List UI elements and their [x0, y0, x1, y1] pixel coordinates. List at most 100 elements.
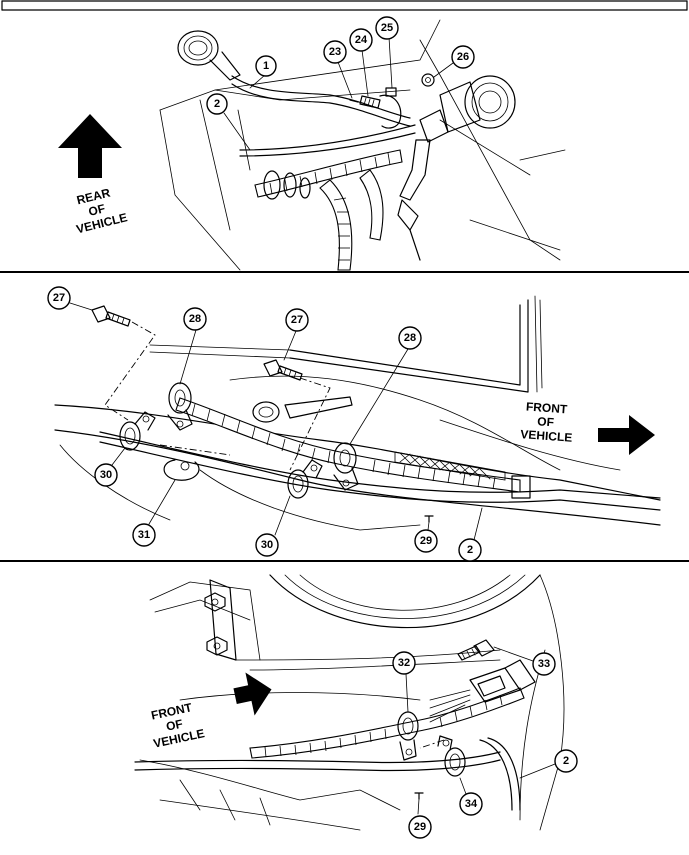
callout: 33	[532, 652, 556, 676]
callout-label: 2	[563, 755, 569, 767]
harness-1-edge	[231, 83, 411, 127]
bolt-head	[206, 636, 228, 656]
cover-edge	[159, 799, 361, 831]
callout-label: 29	[420, 535, 432, 547]
leader-line	[283, 330, 297, 361]
callout-label: 31	[138, 529, 150, 541]
clamp-25	[379, 87, 402, 129]
convoluted-conduit-top	[254, 149, 403, 271]
view-bottom: FRONT OF VEHICLE 32 33 2 34 29	[134, 574, 578, 839]
fitting-tube	[252, 396, 353, 423]
cover-edge	[139, 759, 401, 811]
leader-line	[405, 673, 409, 713]
screw-27	[263, 359, 303, 381]
clamp-32	[397, 711, 419, 761]
frame-rail	[439, 419, 621, 471]
dir-line: OF	[165, 717, 184, 734]
panel-edge	[154, 599, 251, 621]
leader-line	[473, 507, 483, 541]
dir-line: FRONT	[526, 399, 569, 416]
harness-2-edge	[239, 132, 416, 157]
callout: 25	[375, 16, 399, 40]
callout: 2	[206, 93, 228, 115]
callout-label: 34	[465, 798, 478, 810]
panel-edge	[419, 39, 561, 261]
conduit-ribs-middle	[191, 403, 496, 490]
retaining-ring-31	[163, 459, 200, 481]
clamp-34	[437, 735, 466, 777]
callout-label: 30	[100, 469, 112, 481]
alignment-dash	[104, 321, 156, 421]
callout-label: 2	[467, 544, 473, 556]
alignment-dash	[159, 444, 231, 456]
callout-label: 23	[329, 46, 341, 58]
leader-line	[388, 36, 393, 89]
screw-24	[359, 95, 381, 109]
callout-label: 30	[261, 539, 273, 551]
front-arrow-icon	[233, 672, 272, 716]
callout: 1	[255, 55, 277, 77]
front-arrow-icon	[598, 415, 655, 455]
clamp-28	[333, 442, 359, 491]
callout-label: 25	[381, 22, 393, 34]
frame-rail	[54, 429, 301, 481]
callout: 29	[414, 529, 438, 553]
alignment-dash	[289, 377, 331, 471]
wheel-arc	[299, 574, 511, 611]
panel-edge	[539, 299, 543, 389]
leader-line	[459, 777, 467, 795]
cover-crease	[179, 779, 271, 826]
rear-arrow-icon	[58, 114, 122, 178]
view-middle: FRONT OF VEHICLE 27 28 27 28	[47, 286, 661, 562]
harness-2	[99, 431, 661, 499]
grommet-cluster	[263, 170, 311, 200]
callout-label: 33	[538, 658, 550, 670]
leader-line	[433, 62, 454, 78]
frame-rail	[54, 404, 661, 501]
leader-line	[427, 521, 430, 531]
frame-rail	[59, 444, 171, 521]
leader-line	[179, 329, 197, 385]
wrap-band	[511, 475, 531, 499]
panel-edge	[199, 99, 231, 231]
leader-line	[361, 49, 369, 97]
dir-line: OF	[537, 414, 555, 429]
callout-label: 26	[457, 51, 469, 63]
bracket-plate	[209, 579, 237, 661]
leader-line	[69, 302, 93, 311]
bolt-head	[204, 592, 226, 612]
leader-line	[519, 763, 556, 779]
callout: 32	[392, 651, 416, 675]
wheel-arc	[269, 574, 541, 629]
callout-label: 27	[291, 314, 303, 326]
panel-edge	[159, 109, 241, 271]
wheel-arc	[284, 574, 526, 619]
panel-edge	[149, 581, 261, 661]
panel-edge	[539, 574, 565, 831]
tie-symbol	[424, 515, 434, 523]
panel-edge	[534, 295, 538, 393]
leader-line	[349, 348, 409, 445]
callout: 28	[398, 326, 422, 350]
tie-strap	[349, 99, 359, 103]
callout: 23	[323, 40, 347, 64]
dir-line: VEHICLE	[520, 427, 573, 445]
callout: 24	[349, 28, 373, 52]
leader-line	[417, 798, 420, 815]
callout-label: 27	[53, 292, 65, 304]
callout-label: 24	[355, 34, 368, 46]
clamp-30	[119, 411, 156, 451]
harness-2-branch-edge	[487, 737, 521, 811]
callout: 27	[285, 308, 309, 332]
panel-edge	[289, 299, 529, 393]
tie-symbol	[414, 792, 424, 800]
callout: 31	[132, 523, 156, 547]
panel-edge	[159, 19, 441, 111]
connector-housing	[429, 659, 536, 723]
panel-edge	[439, 119, 531, 176]
direction-label-middle: FRONT OF VEHICLE	[520, 399, 575, 445]
leader-line	[249, 74, 266, 89]
callout: 30	[94, 463, 118, 487]
